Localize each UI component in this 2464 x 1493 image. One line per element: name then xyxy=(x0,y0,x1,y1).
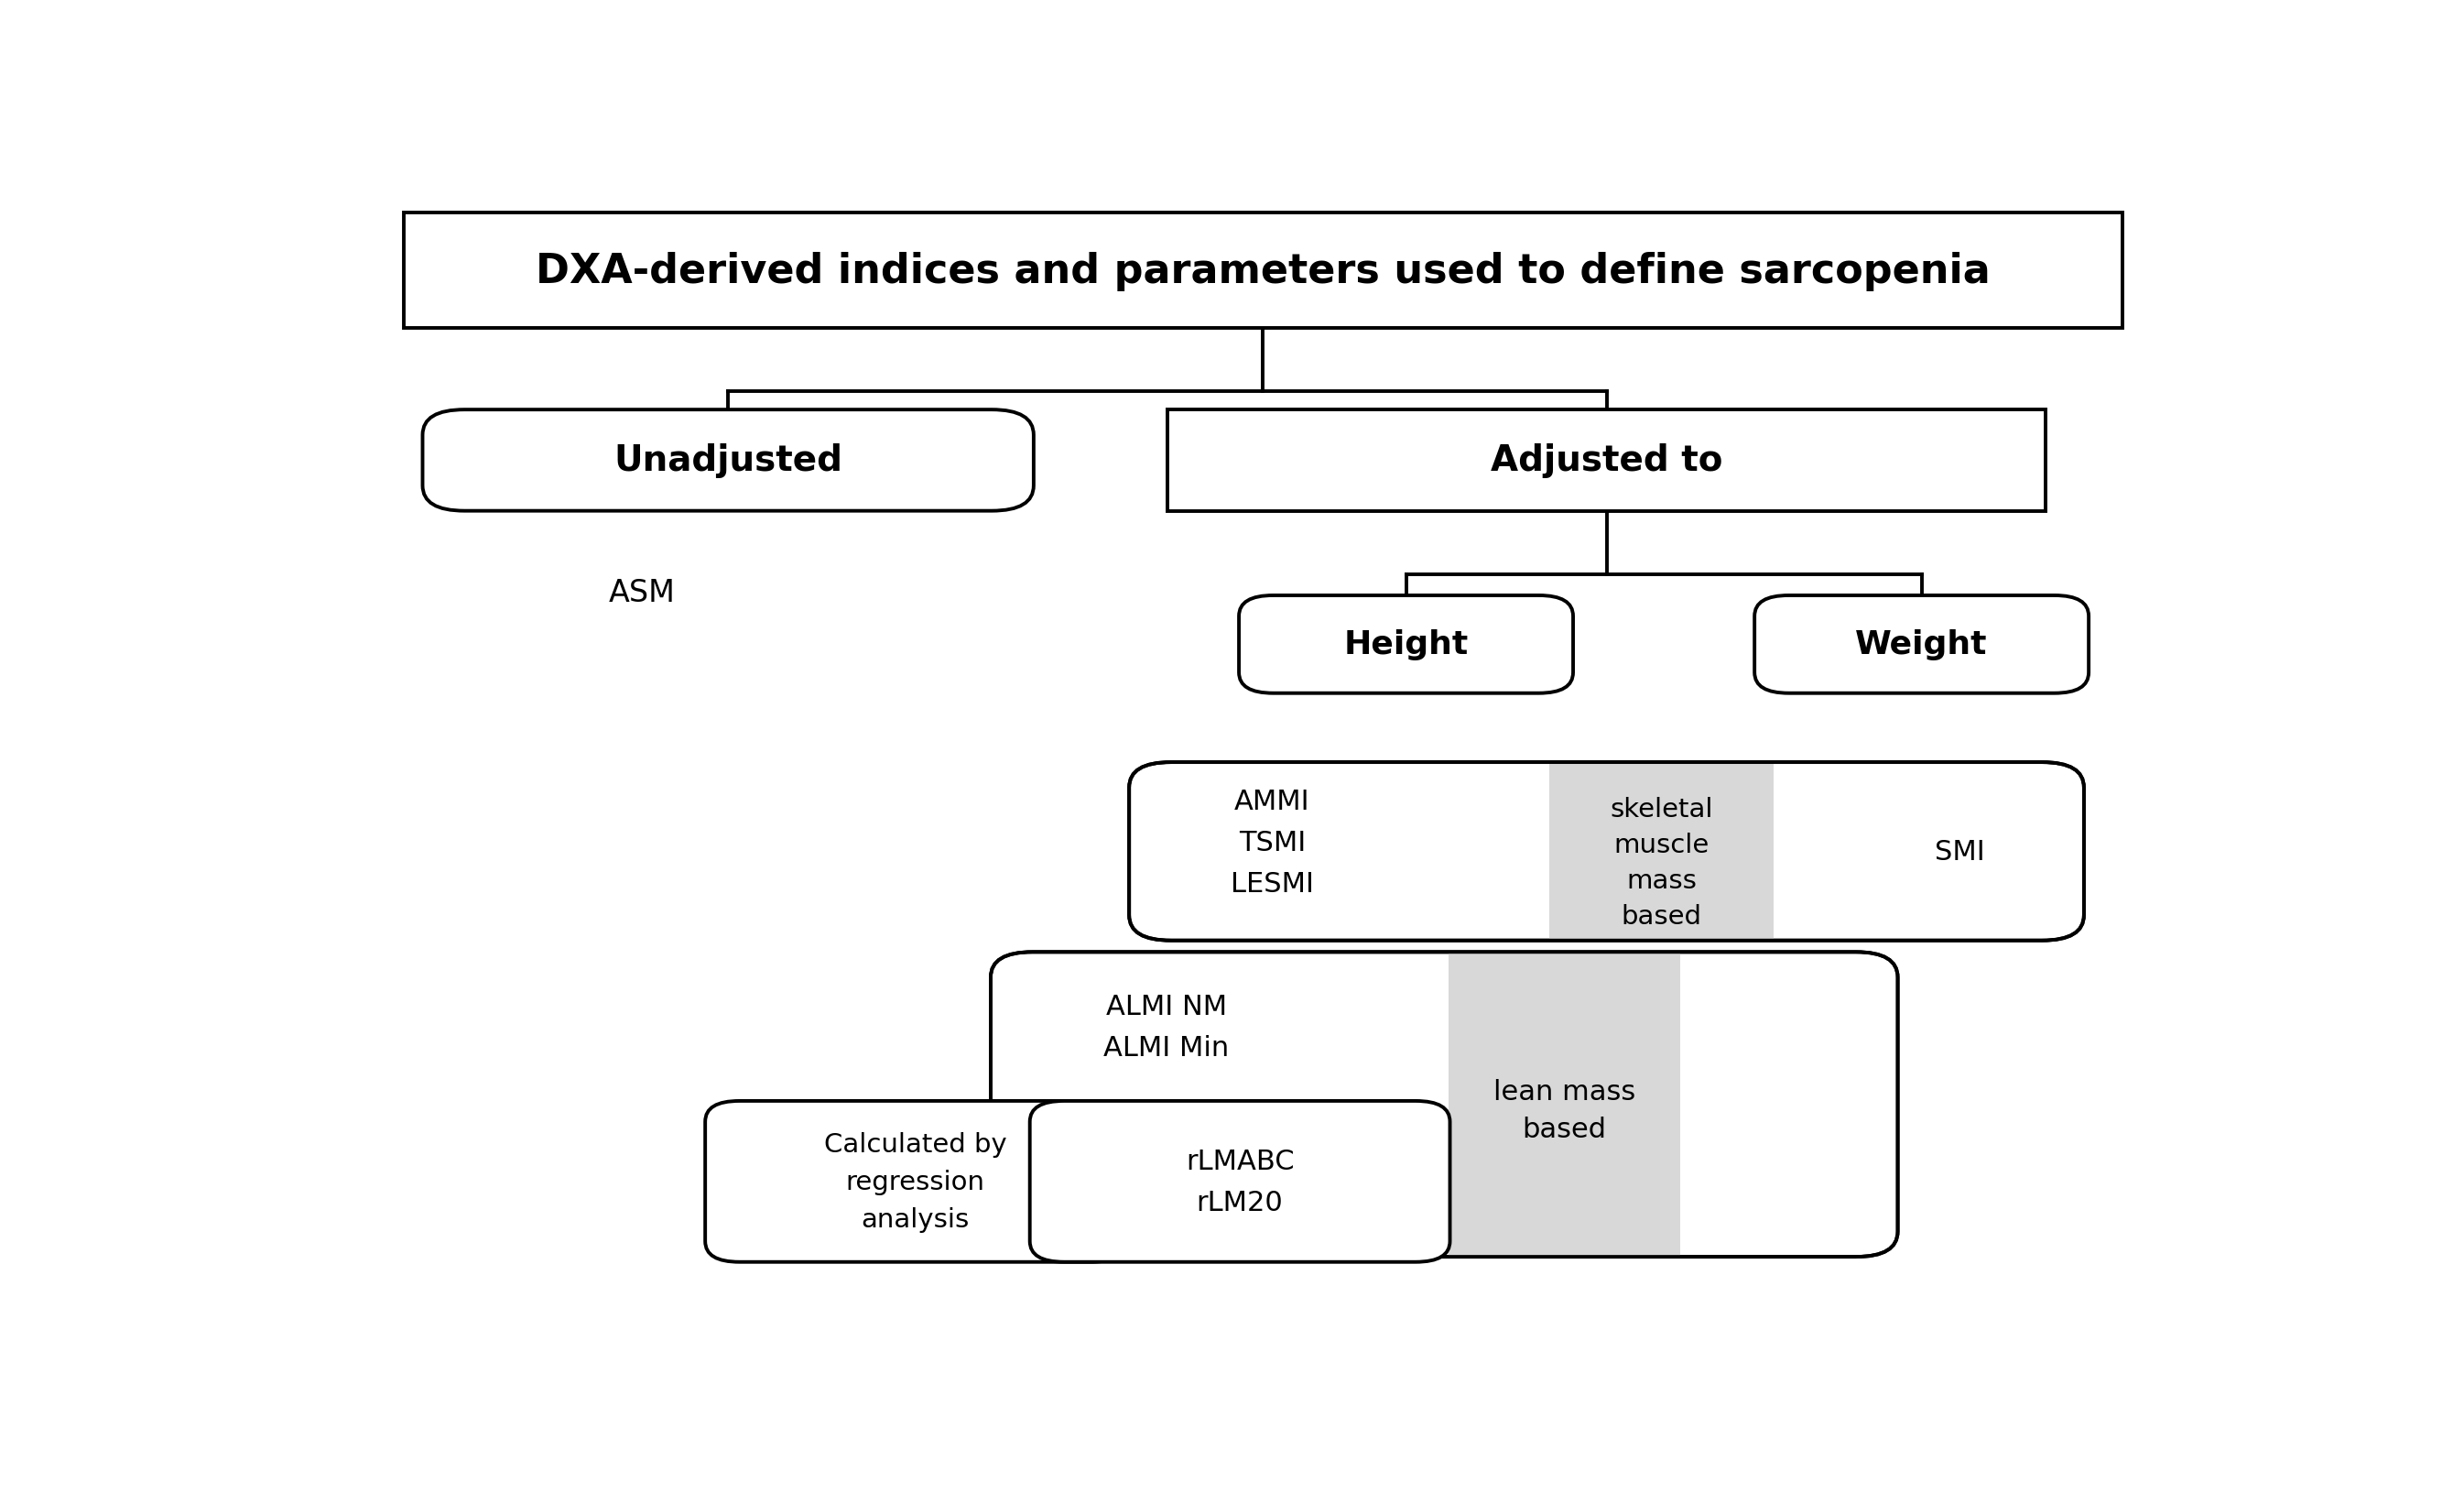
Bar xyxy=(1449,953,1680,1257)
Text: AMMI
TSMI
LESMI: AMMI TSMI LESMI xyxy=(1230,788,1313,897)
Text: Calculated by
regression
analysis: Calculated by regression analysis xyxy=(823,1132,1008,1232)
Text: Height: Height xyxy=(1343,629,1469,660)
Bar xyxy=(1550,763,1774,941)
Text: skeletal
muscle
mass
based: skeletal muscle mass based xyxy=(1609,797,1712,930)
FancyBboxPatch shape xyxy=(1129,763,2085,941)
Text: lean mass
based: lean mass based xyxy=(1493,1078,1636,1142)
Bar xyxy=(1168,411,2045,512)
Bar xyxy=(404,213,2122,328)
FancyBboxPatch shape xyxy=(1754,596,2089,694)
Text: ALMI NM
ALMI Min: ALMI NM ALMI Min xyxy=(1104,993,1230,1062)
Text: Adjusted to: Adjusted to xyxy=(1491,443,1722,478)
Text: SMI: SMI xyxy=(1934,839,1986,864)
Text: DXA-derived indices and parameters used to define sarcopenia: DXA-derived indices and parameters used … xyxy=(535,251,1991,291)
Text: Unadjusted: Unadjusted xyxy=(614,443,843,478)
FancyBboxPatch shape xyxy=(991,953,1897,1257)
FancyBboxPatch shape xyxy=(424,411,1035,512)
FancyBboxPatch shape xyxy=(1239,596,1572,694)
Text: rLMABC
rLM20: rLMABC rLM20 xyxy=(1185,1148,1294,1215)
FancyBboxPatch shape xyxy=(705,1102,1126,1262)
Text: ASM: ASM xyxy=(609,578,675,608)
Text: Weight: Weight xyxy=(1855,629,1988,660)
FancyBboxPatch shape xyxy=(1030,1102,1449,1262)
